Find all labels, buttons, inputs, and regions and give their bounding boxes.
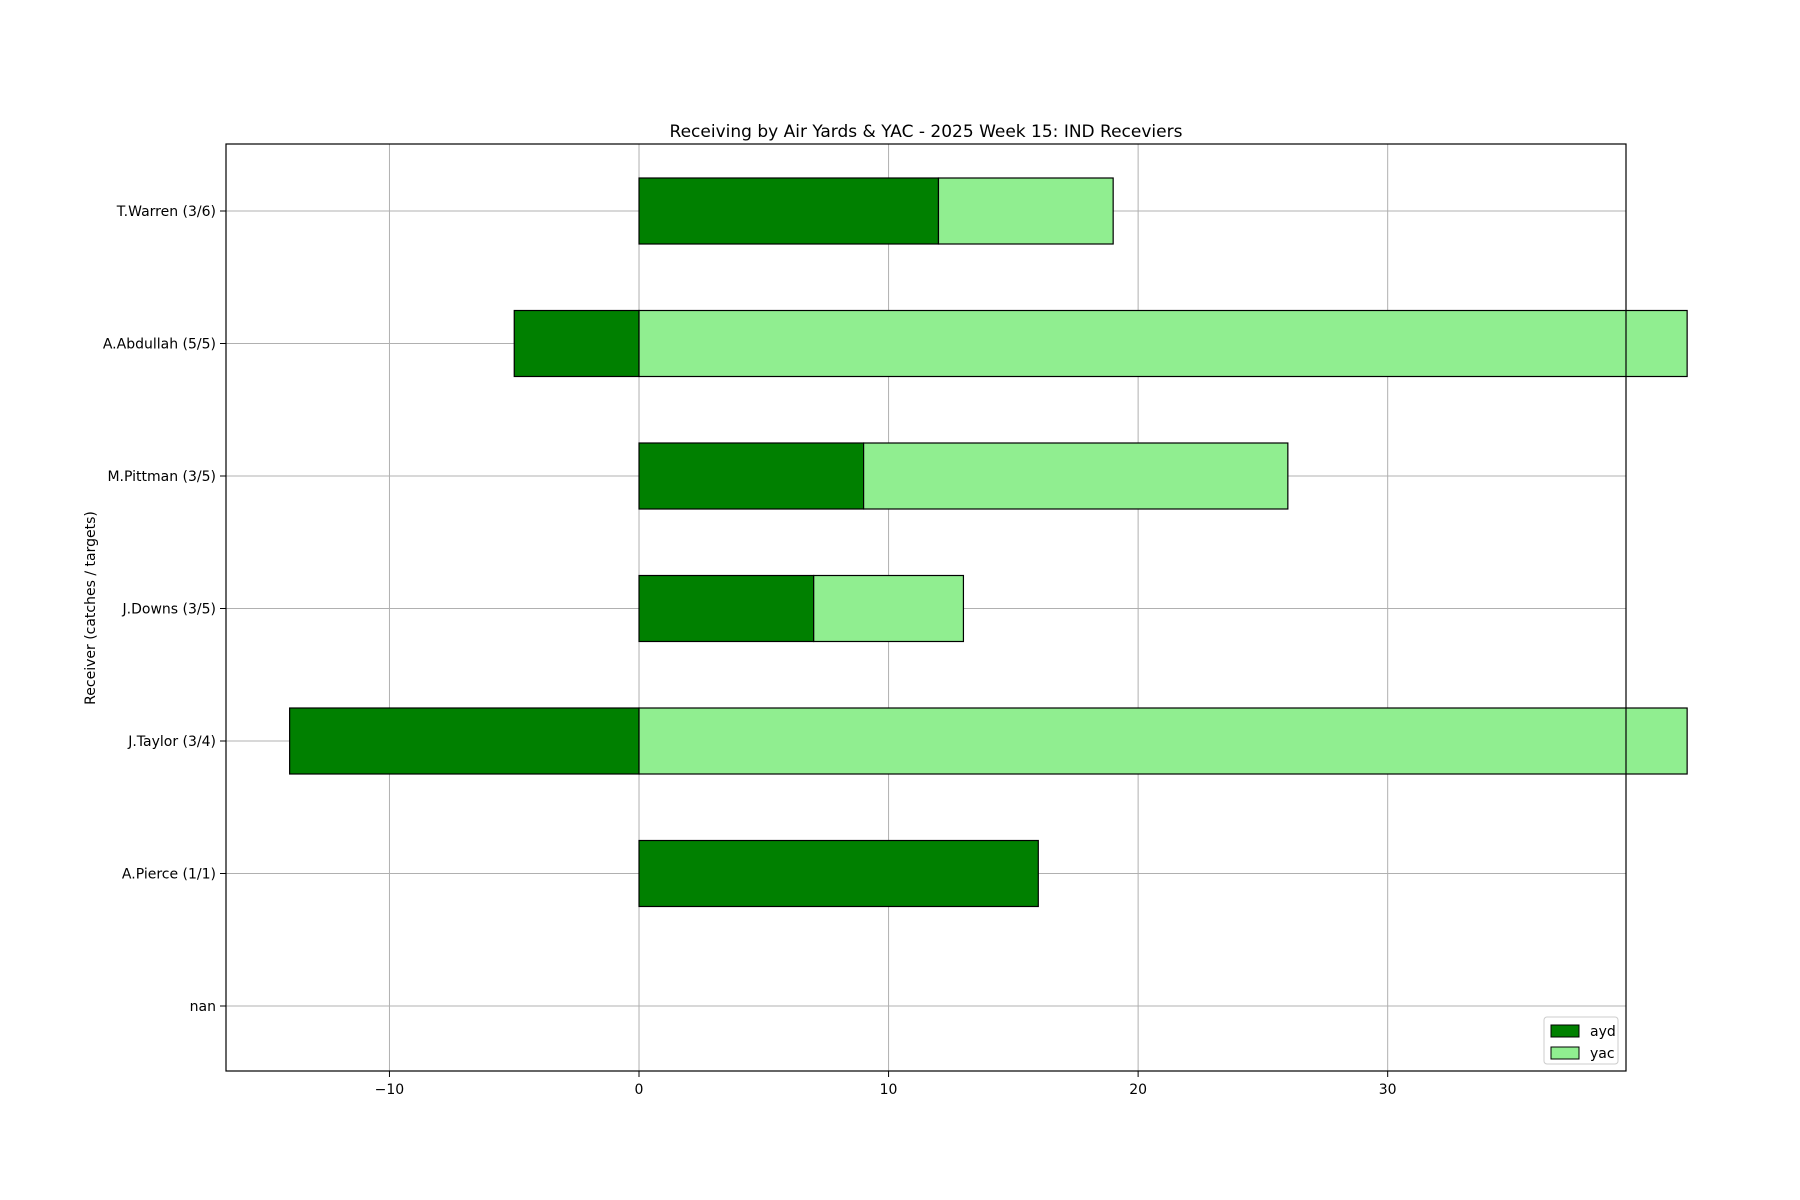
legend: ayd yac	[1543, 1016, 1619, 1065]
y-tick-label: A.Pierce (1/1)	[122, 867, 216, 883]
chart-title: Receiving by Air Yards & YAC - 2025 Week…	[670, 122, 1183, 142]
x-tick-label: 20	[1129, 1082, 1147, 1098]
legend-label-ayd: ayd	[1590, 1024, 1616, 1040]
bar-yac	[937, 177, 1114, 245]
bar-yac	[863, 442, 1289, 510]
bar-ayd	[638, 839, 1039, 908]
y-tick-label: A.Abdullah (5/5)	[103, 337, 216, 353]
legend-swatch-ayd	[1550, 1024, 1580, 1038]
y-axis-label: Receiver (catches / targets)	[83, 511, 99, 705]
bar-ayd	[638, 442, 865, 510]
legend-swatch-yac	[1550, 1046, 1580, 1060]
bar-ayd	[638, 574, 815, 643]
bars	[289, 177, 1688, 908]
legend-label-yac: yac	[1590, 1046, 1615, 1062]
x-tick-label: 30	[1379, 1082, 1397, 1098]
plot-frame	[225, 143, 1627, 1072]
y-tick-label: M.Pittman (3/5)	[107, 469, 216, 485]
x-tick-label: 0	[635, 1082, 644, 1098]
bar-yac	[813, 574, 965, 643]
bar-ayd	[638, 177, 940, 245]
y-axis: nan A.Pierce (1/1) J.Taylor (3/4) J.Downs (…	[103, 204, 226, 1015]
x-axis: −10 0 10 20 30	[375, 1071, 1397, 1098]
bar-ayd	[513, 309, 640, 378]
y-tick-label: nan	[190, 999, 216, 1015]
y-tick-label: J.Downs (3/5)	[122, 602, 216, 618]
bar-yac	[638, 309, 1688, 378]
x-tick-label: 10	[880, 1082, 898, 1098]
bar-yac	[638, 707, 1688, 775]
bar-ayd	[289, 707, 640, 775]
x-tick-label: −10	[375, 1082, 405, 1098]
y-tick-label: J.Taylor (3/4)	[127, 734, 216, 750]
y-tick-label: T.Warren (3/6)	[116, 204, 216, 220]
